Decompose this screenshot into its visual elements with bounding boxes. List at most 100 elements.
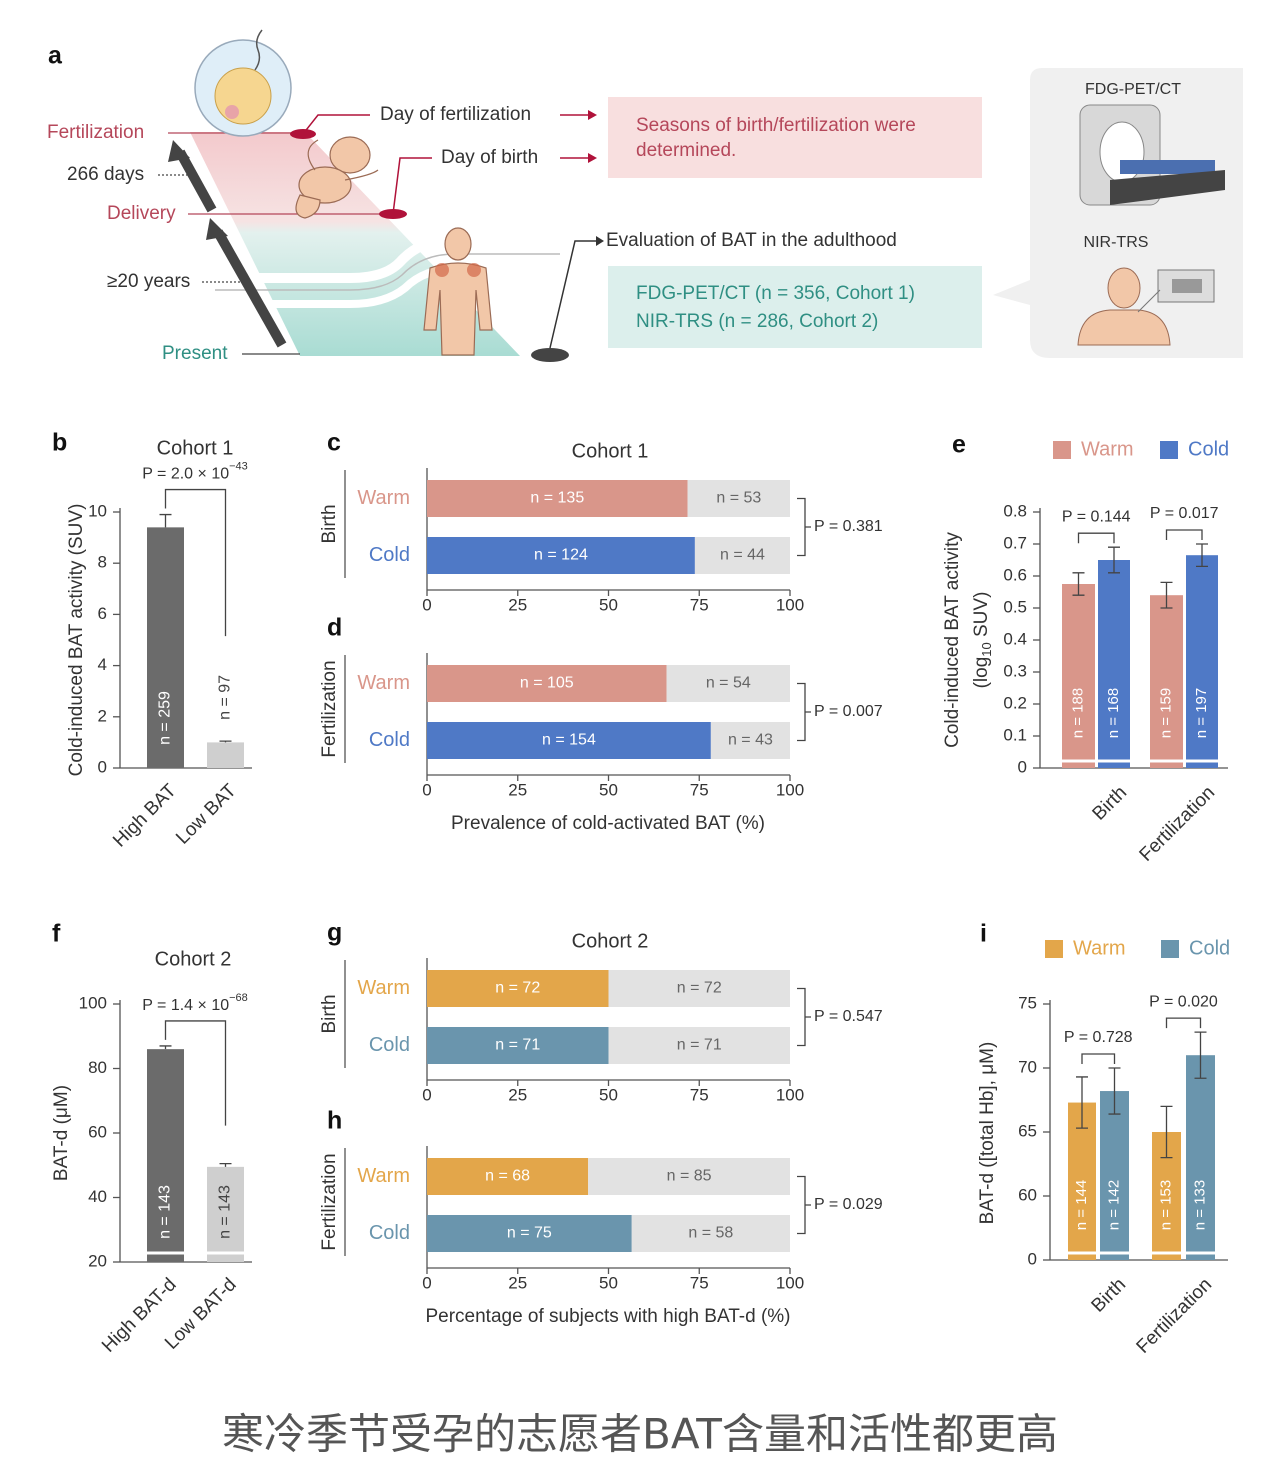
bar-segment xyxy=(427,1027,609,1064)
event-marker xyxy=(531,348,569,362)
connector xyxy=(392,157,432,215)
x-tick-label: 75 xyxy=(690,1085,709,1104)
y-tick-label: 8 xyxy=(98,553,107,572)
panel-letter: d xyxy=(327,614,342,642)
bar-segment xyxy=(427,665,667,702)
bar-segment xyxy=(608,1027,790,1064)
segment-label: n = 44 xyxy=(720,547,765,564)
nirs-subject xyxy=(1077,267,1215,346)
x-tick-label: 50 xyxy=(599,780,618,799)
comparison-bracket xyxy=(164,1020,227,1126)
group-label: Birth xyxy=(319,504,340,543)
segment-label: n = 43 xyxy=(728,732,773,749)
y-tick-label: Cold xyxy=(369,1034,410,1056)
y-tick-label: 0.4 xyxy=(1003,629,1027,648)
y-axis-label-subscript: 10 xyxy=(979,642,994,656)
box-text: FDG-PET/CT (n = 356, Cohort 1) xyxy=(636,283,915,304)
bar-segment xyxy=(427,480,688,517)
p-value: P = 0.007 xyxy=(814,703,883,720)
segment-label: n = 68 xyxy=(485,1168,530,1185)
y-axis-label: Cold-induced BAT activity (SUV) xyxy=(66,504,87,777)
road xyxy=(215,253,560,291)
error-bar xyxy=(159,1045,172,1050)
comparison-bracket xyxy=(1077,532,1115,544)
box-text: determined. xyxy=(636,140,736,161)
x-tick-label: 25 xyxy=(508,780,527,799)
caption: 寒冷季节受孕的志愿者BAT含量和活性都更高 xyxy=(222,1410,1058,1459)
bar-label: n = 168 xyxy=(1105,688,1122,738)
segment-label: n = 85 xyxy=(667,1168,712,1185)
comparison-bracket xyxy=(797,497,811,557)
box-text: NIR-TRS (n = 286, Cohort 2) xyxy=(636,311,878,332)
panel-letter: g xyxy=(327,919,342,947)
x-tick-label: Birth xyxy=(1089,782,1131,824)
device-label: NIR-TRS xyxy=(1084,234,1149,251)
y-tick-label: 10 xyxy=(88,501,107,520)
panel-a: a xyxy=(47,29,1243,364)
error-bar xyxy=(219,740,232,743)
box-text: Seasons of birth/fertilization were xyxy=(636,115,916,136)
error-bar xyxy=(1194,1031,1207,1079)
y-tick-label: Warm xyxy=(357,977,410,999)
arrow-head xyxy=(588,153,597,163)
y-axis-label-part: SUV) xyxy=(971,592,992,643)
panel-letter: i xyxy=(980,920,987,948)
bar-segment xyxy=(427,970,609,1007)
x-tick-label: 50 xyxy=(599,595,618,614)
arrow-head xyxy=(168,140,190,162)
x-tick-label: 75 xyxy=(690,1273,709,1292)
comparison-bracket xyxy=(164,488,227,637)
legend-label: Cold xyxy=(1188,438,1229,460)
legend-label: Warm xyxy=(1081,438,1134,460)
legend-label: Warm xyxy=(1073,937,1126,959)
segment-label: n = 71 xyxy=(495,1037,540,1054)
x-tick-label: 25 xyxy=(508,1085,527,1104)
baby xyxy=(295,136,379,219)
comparison-bracket xyxy=(797,987,811,1047)
segment-label: n = 135 xyxy=(530,490,584,507)
arrow-head xyxy=(206,218,228,240)
x-tick-label: 0 xyxy=(422,780,431,799)
y-tick-label: 60 xyxy=(1018,1185,1037,1204)
x-tick-label: Birth xyxy=(1088,1274,1130,1316)
bar xyxy=(1150,595,1183,768)
seasons-box xyxy=(608,97,982,178)
y-tick-label: 80 xyxy=(88,1058,107,1077)
panel-letter: c xyxy=(327,429,341,457)
x-tick-label: 50 xyxy=(599,1085,618,1104)
bar xyxy=(1186,555,1218,768)
bar-segment xyxy=(710,722,790,759)
bar-label: n = 159 xyxy=(1157,688,1174,738)
p-value: P = 0.728 xyxy=(1064,1029,1133,1046)
y-tick-label: 0 xyxy=(1028,1249,1037,1268)
y-tick-label: 0.7 xyxy=(1003,533,1027,552)
y-tick-label: 6 xyxy=(98,604,107,623)
x-tick-label: High BAT xyxy=(109,780,181,852)
arrow xyxy=(213,229,287,348)
y-tick-label: Cold xyxy=(369,544,410,566)
x-tick-label: 75 xyxy=(690,595,709,614)
bar xyxy=(147,1049,184,1262)
comparison-bracket xyxy=(1165,529,1203,540)
panel-letter: e xyxy=(952,431,966,459)
bar-segment xyxy=(427,722,711,759)
x-tick-label: 100 xyxy=(776,1273,804,1292)
y-tick-label: 100 xyxy=(79,993,107,1012)
p-value-exponent: −68 xyxy=(229,992,248,1004)
y-tick-label: 4 xyxy=(98,655,107,674)
panel-letter: h xyxy=(327,1107,342,1135)
chart-title: Cohort 1 xyxy=(157,437,234,459)
bar-label: n = 188 xyxy=(1069,688,1086,738)
comparison-bracket xyxy=(797,1175,811,1235)
bar xyxy=(207,742,244,768)
bar-segment xyxy=(687,480,790,517)
bat-depot xyxy=(435,263,449,277)
sperm xyxy=(254,29,263,71)
y-tick-label: Warm xyxy=(357,1165,410,1187)
y-tick-label: 70 xyxy=(1018,1057,1037,1076)
nucleus xyxy=(225,105,239,119)
x-tick-label: Fertilization xyxy=(1136,782,1220,866)
y-tick-label: 65 xyxy=(1018,1121,1037,1140)
chart-title: Cohort 2 xyxy=(572,930,649,952)
y-tick-label: 60 xyxy=(88,1122,107,1141)
